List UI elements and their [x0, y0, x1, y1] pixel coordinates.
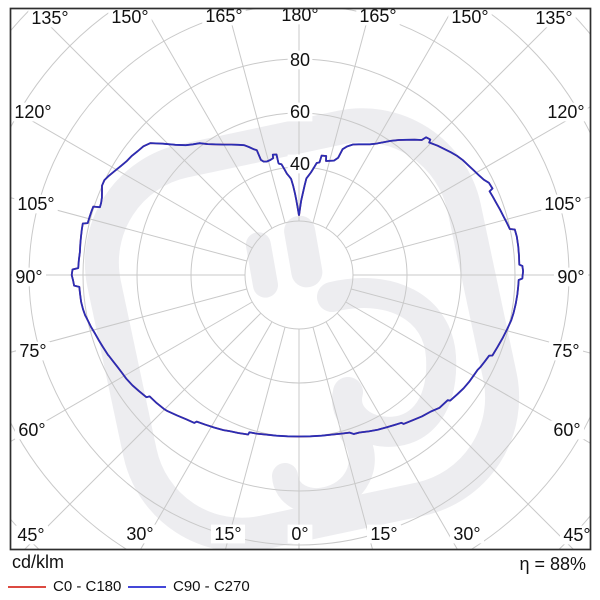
label-halo: [549, 420, 585, 440]
label-halo: [287, 524, 313, 544]
grid-radial-line: [325, 321, 459, 550]
axis-label: 75°: [19, 341, 46, 361]
axis-label: 45°: [563, 525, 590, 545]
label-halo: [11, 102, 55, 122]
grid-radial-line: [351, 288, 591, 354]
grid-radial-line: [139, 321, 273, 550]
label-halo: [544, 102, 588, 122]
axis-label: 80: [290, 50, 310, 70]
legend-item-c90-c270: C90 - C270: [128, 578, 250, 595]
axis-label: 60°: [18, 420, 45, 440]
legend-label-c0-c180: C0 - C180: [53, 578, 122, 595]
efficiency-value: η = 88%: [519, 554, 586, 574]
axis-label: 135°: [31, 8, 68, 28]
grid-radial-line: [10, 288, 247, 353]
label-halo: [541, 194, 585, 214]
label-halo: [366, 524, 402, 544]
label-halo: [108, 7, 152, 27]
label-halo: [210, 524, 246, 544]
label-halo: [14, 194, 58, 214]
watermark-pillar: [284, 215, 323, 288]
label-halo: [287, 102, 313, 122]
axis-label: 0°: [291, 524, 308, 544]
axis-label: 45°: [17, 525, 44, 545]
axis-labels: 40 60 80 135° 150° 165° 180° 165° 150° 135° 120° 10…: [11, 5, 595, 545]
label-halo: [13, 525, 49, 545]
label-halo: [11, 267, 47, 287]
grid-radial-line: [144, 8, 273, 229]
grid-radial-line: [351, 196, 591, 262]
legend-swatch-c90-c270: [128, 585, 166, 588]
grid-radial-line: [224, 327, 286, 550]
axis-label: 90°: [557, 267, 584, 287]
axis-label: 90°: [15, 267, 42, 287]
axis-label: 135°: [535, 8, 572, 28]
axis-label: 40: [290, 154, 310, 174]
label-halo: [202, 6, 246, 26]
label-halo: [548, 341, 584, 361]
watermark-pillar: [245, 232, 278, 298]
label-halo: [448, 7, 492, 27]
label-halo: [15, 341, 51, 361]
label-halo: [28, 8, 72, 28]
grid-radial-line: [345, 301, 591, 444]
grid-radial-line: [10, 301, 253, 443]
axis-label: 60: [290, 102, 310, 122]
axis-label: 15°: [214, 524, 241, 544]
label-halo: [122, 524, 158, 544]
grid-radial-line: [345, 106, 591, 249]
label-halo: [449, 524, 485, 544]
legend-swatch-c0-c180: [8, 585, 46, 588]
unit-label: cd/klm: [12, 552, 65, 572]
axis-label: 120°: [547, 102, 584, 122]
label-halo: [287, 50, 313, 70]
axis-label: 75°: [552, 341, 579, 361]
label-halo: [14, 420, 50, 440]
label-halo: [532, 8, 576, 28]
grid-radial-line: [312, 327, 374, 550]
curve-c90-c270: [70, 136, 524, 438]
axis-label: 60°: [553, 420, 580, 440]
label-halo: [356, 6, 400, 26]
legend-label-c90-c270: C90 - C270: [173, 578, 250, 595]
chart-frame: [9, 7, 592, 551]
axis-label: 105°: [544, 194, 581, 214]
axis-label: 165°: [205, 6, 242, 26]
label-halo: [553, 267, 589, 287]
axis-label: 120°: [14, 102, 51, 122]
axis-label: 150°: [451, 7, 488, 27]
axis-label: 15°: [370, 524, 397, 544]
axis-label: 105°: [17, 194, 54, 214]
grid-radial-line: [336, 312, 575, 550]
legend-item-c0-c180: C0 - C180: [8, 578, 121, 595]
grid-radial-line: [325, 8, 454, 229]
axis-label: 30°: [453, 524, 480, 544]
axis-label: 180°: [281, 5, 318, 25]
grid-radial-line: [10, 107, 253, 249]
grid-radial-line: [10, 197, 247, 262]
axis-label: 150°: [111, 7, 148, 27]
label-halo: [559, 525, 595, 545]
grid-radial-line: [227, 8, 286, 223]
axis-label: 165°: [359, 6, 396, 26]
label-halo: [278, 5, 322, 25]
grid-radial-line: [312, 8, 371, 223]
label-halo: [287, 154, 313, 174]
watermark-ring: [84, 108, 520, 550]
axis-label: 30°: [126, 524, 153, 544]
